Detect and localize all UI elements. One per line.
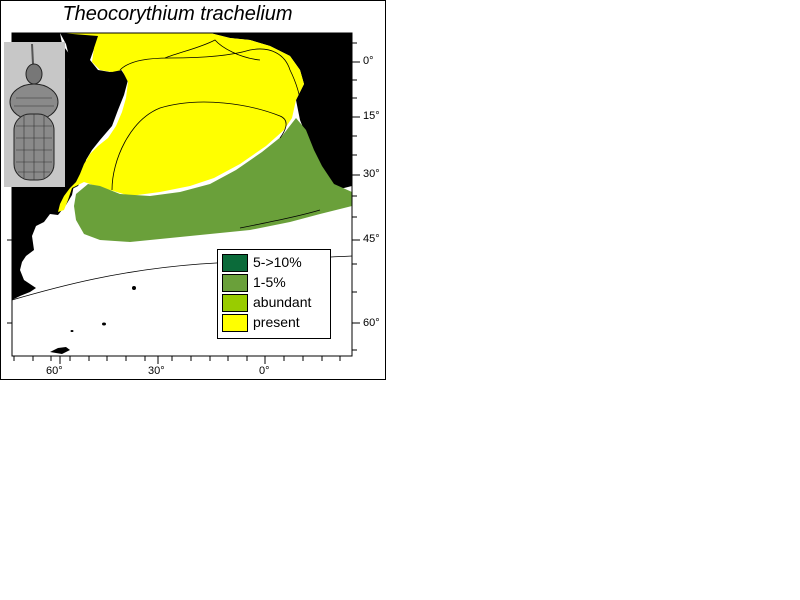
contour-line-inner (111, 101, 287, 191)
region-one-to-five-percent (74, 118, 352, 242)
longitude-label: 60° (46, 365, 63, 377)
island (102, 322, 106, 326)
legend-label: present (253, 314, 300, 330)
legend-swatch (222, 314, 248, 332)
latitude-label: 0° (363, 55, 374, 67)
legend-swatch (222, 294, 248, 312)
legend-swatch (222, 274, 248, 292)
longitude-label: 0° (259, 365, 270, 377)
latitude-label: 15° (363, 110, 380, 122)
legend-label: abundant (253, 294, 312, 310)
longitude-label: 30° (148, 365, 165, 377)
panel-frame (0, 0, 386, 380)
longitude-ticks (13, 356, 341, 364)
specimen-image (4, 42, 65, 187)
landmass-sa-north (52, 33, 128, 212)
latitude-label: 45° (363, 233, 380, 245)
map-frame (11, 32, 353, 357)
map-title: Theocorythium trachelium (62, 3, 293, 25)
landmass-africa (210, 33, 352, 190)
contour-line-north-small (164, 39, 261, 61)
legend-swatch (222, 254, 248, 272)
legend: 5->10% 1-5% abundant present (217, 249, 331, 339)
legend-label: 1-5% (253, 274, 286, 290)
radiolarian-specimen-photo (4, 42, 65, 187)
latitude-label: 30° (363, 168, 380, 180)
map-panel: Theocorythium trachelium 0° 15° 30° 45° … (0, 0, 386, 380)
region-present (58, 33, 304, 212)
island-antarctic (50, 347, 70, 354)
legend-label: 5->10% (253, 254, 302, 270)
contour-line-green-south (239, 209, 321, 229)
contour-line-north (119, 48, 303, 111)
island (70, 330, 74, 332)
latitude-label: 60° (363, 317, 380, 329)
island (132, 286, 136, 290)
